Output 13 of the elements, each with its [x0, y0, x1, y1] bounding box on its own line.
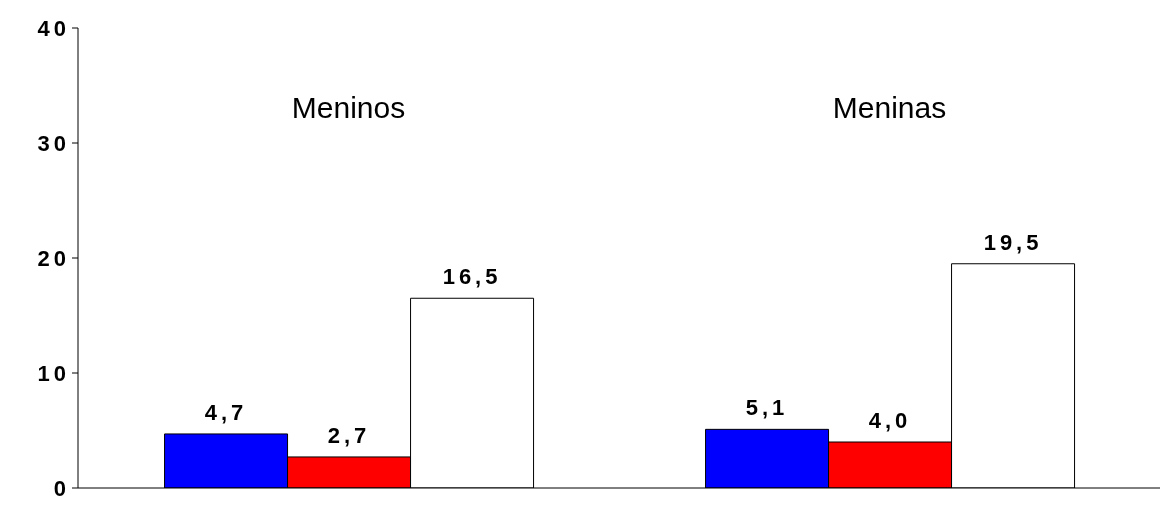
y-tick-label: 10 — [37, 360, 70, 386]
data-label: 4,0 — [868, 408, 912, 433]
data-label: 4,7 — [204, 399, 248, 425]
y-tick-label: 0 — [53, 475, 70, 501]
y-tick-label: 40 — [37, 15, 70, 41]
y-tick-label: 30 — [37, 130, 70, 156]
data-label: 19,5 — [983, 229, 1043, 255]
data-label: 5,1 — [745, 395, 789, 421]
data-label: 2,7 — [327, 422, 371, 448]
x-tick-label: Meninos — [291, 91, 406, 124]
x-tick-label: Meninas — [832, 91, 947, 124]
y-tick-label: 20 — [37, 245, 70, 271]
data-label: 16,5 — [442, 264, 502, 290]
